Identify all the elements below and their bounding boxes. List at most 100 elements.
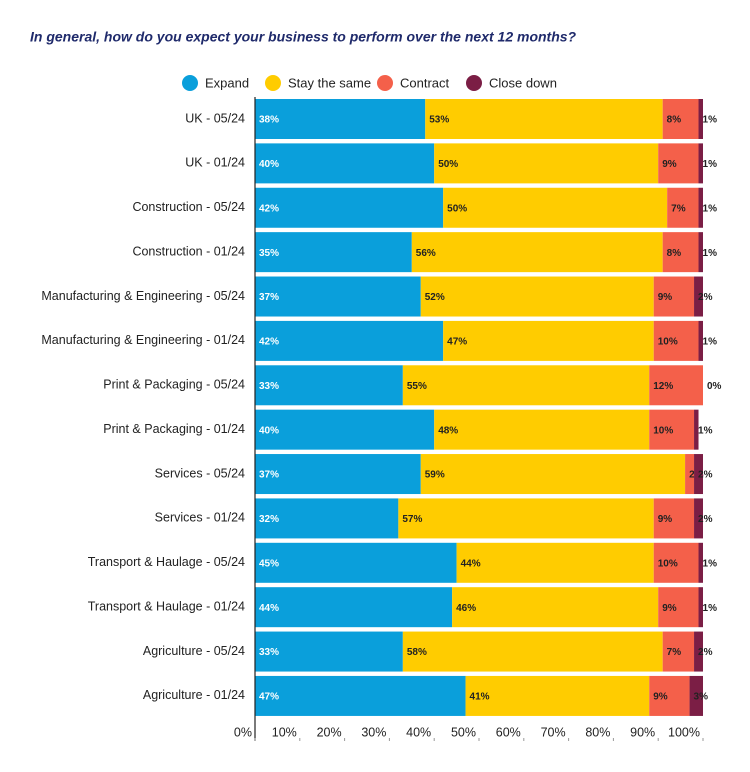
bar-segment [452, 587, 659, 628]
category-label: Construction - 01/24 [132, 244, 245, 258]
value-label: 1% [703, 203, 718, 214]
bar-segment [685, 454, 695, 495]
bar-segment [255, 587, 453, 628]
x-tick-label: 20% [317, 725, 342, 739]
category-label: Services - 01/24 [155, 511, 245, 525]
value-label: 9% [662, 159, 677, 170]
category-label: Manufacturing & Engineering - 05/24 [41, 289, 245, 303]
bar-segment [698, 143, 703, 184]
value-label: 47% [259, 692, 279, 703]
value-label: 42% [259, 337, 279, 348]
category-label: Print & Packaging - 05/24 [103, 378, 245, 392]
value-label: 2% [698, 647, 713, 658]
bar-segment [456, 542, 654, 583]
value-label: 2% [698, 514, 713, 525]
bar-segment [649, 365, 703, 406]
bar-segment [698, 587, 703, 628]
value-label: 44% [259, 603, 279, 614]
value-label: 3% [694, 692, 709, 703]
x-tick-label: 70% [541, 725, 566, 739]
category-label: Agriculture - 01/24 [143, 688, 245, 702]
value-label: 45% [259, 558, 279, 569]
value-label: 1% [703, 159, 718, 170]
value-label: 1% [703, 248, 718, 259]
value-label: 9% [658, 292, 673, 303]
x-tick-label: 60% [496, 725, 521, 739]
bar-segment [255, 542, 457, 583]
value-label: 50% [447, 203, 467, 214]
value-label: 48% [438, 425, 458, 436]
value-label: 10% [653, 425, 673, 436]
x-tick-label: 100% [668, 725, 700, 739]
bar-segment [255, 320, 444, 361]
category-label: Print & Packaging - 01/24 [103, 422, 245, 436]
value-label: 35% [259, 248, 279, 259]
value-label: 7% [671, 203, 686, 214]
bar-segment [255, 454, 421, 495]
value-label: 0% [707, 381, 722, 392]
bar-segment [694, 498, 703, 539]
bar-segment [653, 320, 699, 361]
value-label: 59% [425, 470, 445, 481]
value-label: 37% [259, 470, 279, 481]
value-label: 57% [402, 514, 422, 525]
bar-segment [255, 187, 444, 228]
legend-label: Close down [489, 75, 557, 90]
bar-segment [653, 498, 695, 539]
category-label: Agriculture - 05/24 [143, 644, 245, 658]
bar-segment [465, 675, 650, 716]
bar-segment [420, 454, 686, 495]
category-label: Transport & Haulage - 01/24 [88, 599, 245, 613]
x-tick-label: 40% [406, 725, 431, 739]
bar-segment [662, 631, 695, 672]
bar-segment [255, 409, 435, 450]
value-label: 46% [456, 603, 476, 614]
category-label: Manufacturing & Engineering - 01/24 [41, 333, 245, 347]
x-tick-label: 10% [272, 725, 297, 739]
bar-segment [653, 276, 695, 317]
bar-segment [689, 675, 703, 716]
bar-segment [694, 409, 699, 450]
value-label: 53% [429, 115, 449, 126]
value-label: 7% [667, 647, 682, 658]
value-label: 50% [438, 159, 458, 170]
value-label: 1% [703, 603, 718, 614]
bar-segment [255, 232, 412, 273]
value-label: 2% [698, 470, 713, 481]
value-label: 33% [259, 647, 279, 658]
bar-segment [255, 498, 399, 539]
value-label: 47% [447, 337, 467, 348]
bar-segment [255, 365, 403, 406]
value-label: 1% [703, 115, 718, 126]
bar-segment [698, 187, 703, 228]
category-label: Construction - 05/24 [132, 200, 245, 214]
legend-label: Contract [400, 75, 450, 90]
value-label: 9% [658, 514, 673, 525]
x-tick-label: 80% [585, 725, 610, 739]
bar-segment [649, 675, 690, 716]
value-label: 41% [470, 692, 490, 703]
category-label: Transport & Haulage - 05/24 [88, 555, 245, 569]
legend-label: Expand [205, 75, 249, 90]
x-tick-label: 90% [630, 725, 655, 739]
category-label: UK - 01/24 [185, 156, 245, 170]
chart-title: In general, how do you expect your busin… [30, 29, 577, 45]
value-label: 1% [703, 558, 718, 569]
value-label: 2% [698, 292, 713, 303]
bar-segment [398, 498, 654, 539]
value-label: 10% [658, 558, 678, 569]
bar-segment [649, 409, 695, 450]
legend-marker [265, 75, 281, 91]
value-label: 37% [259, 292, 279, 303]
legend-label: Stay the same [288, 75, 371, 90]
category-label: UK - 05/24 [185, 111, 245, 125]
bar-segment [402, 631, 663, 672]
bar-segment [255, 675, 466, 716]
bar-segment [255, 276, 421, 317]
bar-segment [658, 587, 699, 628]
value-label: 10% [658, 337, 678, 348]
value-label: 42% [259, 203, 279, 214]
bar-segment [425, 99, 663, 139]
value-label: 40% [259, 159, 279, 170]
value-label: 12% [653, 381, 673, 392]
